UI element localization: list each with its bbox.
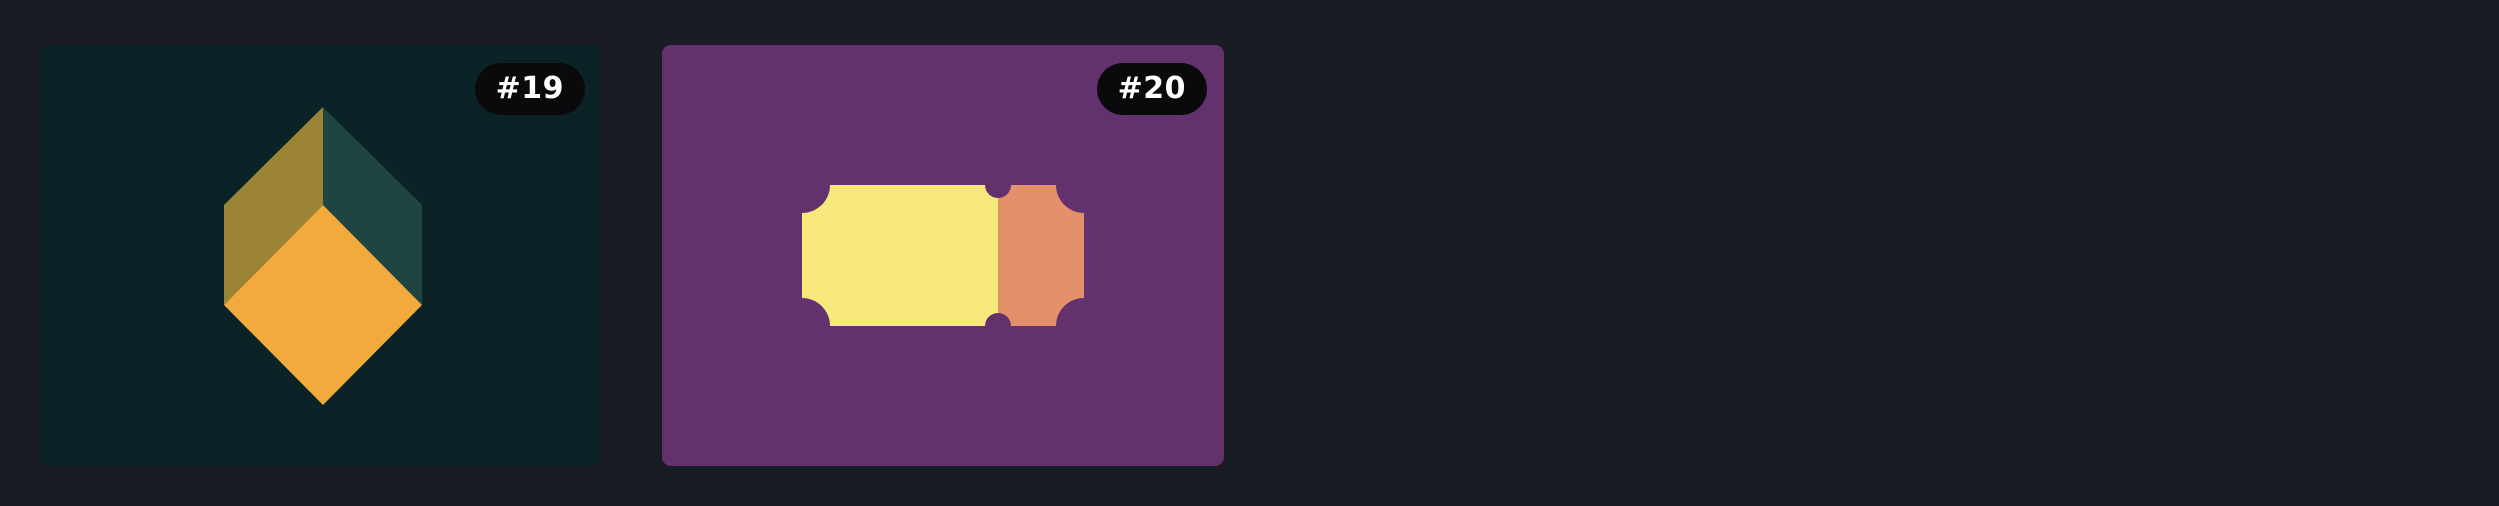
card-19-number-badge: #19 [474,63,585,115]
ticket-notch-bottom-left [774,298,830,354]
isometric-cube-icon [40,45,602,466]
cube-front-face [224,205,422,405]
card-19[interactable]: #19 [40,45,602,466]
ticket-notch-top-left [774,157,830,213]
ticket-perforation-bottom [985,313,1011,339]
ticket-main-panel [802,185,1002,326]
ticket-notch-bottom-right [1056,298,1112,354]
ticket-notch-top-right [1056,157,1112,213]
ticket-perforation-top [985,172,1011,198]
cube-right-face [323,107,422,305]
card-20[interactable]: #20 [662,45,1224,466]
card-20-number-badge: #20 [1096,63,1207,115]
cube-left-face [224,107,323,305]
ticket-icon [662,45,1224,466]
